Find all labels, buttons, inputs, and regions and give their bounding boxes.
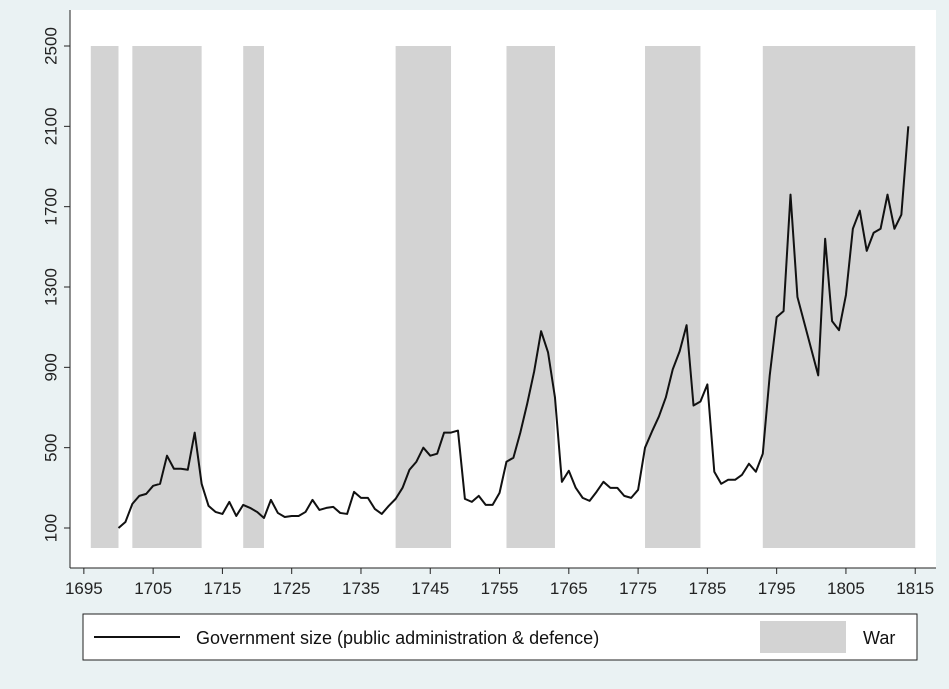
x-tick-label-1715: 1715 [204, 579, 242, 598]
x-tick-label-1695: 1695 [65, 579, 103, 598]
war-layer [90, 46, 916, 548]
legend-war-swatch [760, 621, 846, 653]
y-tick-label-900: 900 [42, 353, 61, 381]
war-period-1718-1721 [243, 46, 264, 548]
x-tick-label-1725: 1725 [273, 579, 311, 598]
x-tick-label-1745: 1745 [411, 579, 449, 598]
x-tick-label-1815: 1815 [896, 579, 934, 598]
line-layer [117, 126, 910, 529]
y-tick-label-2100: 2100 [42, 107, 61, 145]
y-tick-label-100: 100 [42, 514, 61, 542]
x-tick-label-1705: 1705 [134, 579, 172, 598]
x-tick-label-1795: 1795 [758, 579, 796, 598]
war-period-1702-1712 [132, 46, 202, 548]
war-period-1793-1815 [762, 46, 916, 548]
legend-label-war: War [863, 628, 895, 648]
x-tick-label-1775: 1775 [619, 579, 657, 598]
war-period-1696-1700 [90, 46, 119, 548]
y-tick-label-2500: 2500 [42, 27, 61, 65]
series-line-government-size [117, 126, 910, 529]
war-period-1756-1763 [506, 46, 555, 548]
legend-label-government-size: Government size (public administration &… [196, 628, 599, 648]
x-tick-label-1735: 1735 [342, 579, 380, 598]
x-tick-label-1765: 1765 [550, 579, 588, 598]
war-period-1776-1784 [645, 46, 701, 548]
axis-layer: 100 500 900 1300 1700 2100 2500 1695 1705 1715 172… [42, 10, 936, 598]
x-tick-label-1755: 1755 [481, 579, 519, 598]
y-tick-label-500: 500 [42, 433, 61, 461]
legend: Government size (public administration &… [82, 613, 918, 661]
y-tick-label-1300: 1300 [42, 268, 61, 306]
y-tick-label-1700: 1700 [42, 188, 61, 226]
x-tick-label-1785: 1785 [688, 579, 726, 598]
x-tick-label-1805: 1805 [827, 579, 865, 598]
war-period-1740-1748 [395, 46, 452, 548]
